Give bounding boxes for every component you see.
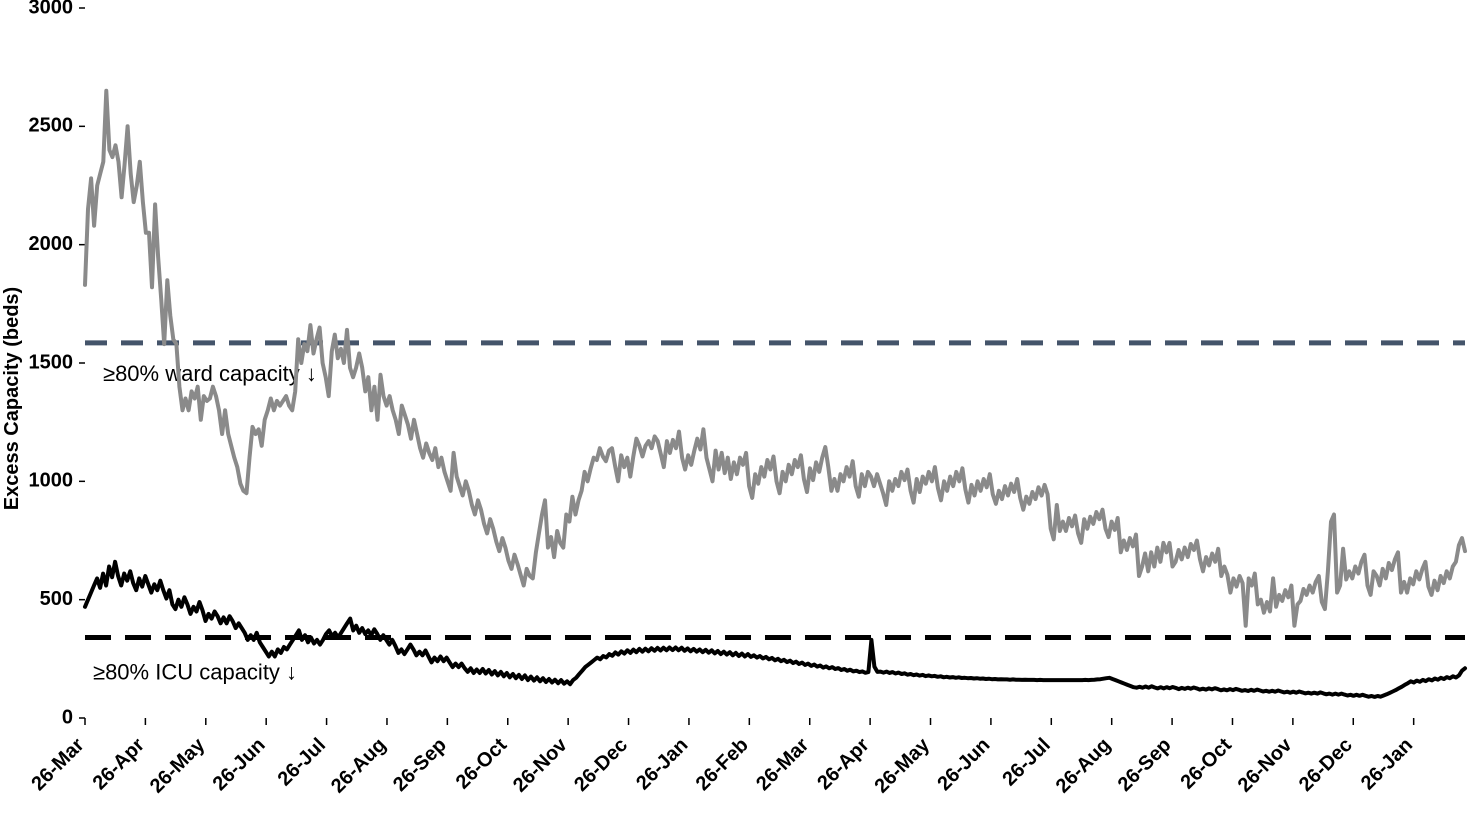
x-tick-label: 26-Dec — [1295, 734, 1357, 796]
x-tick-label: 26-Jun — [209, 734, 270, 795]
icu-capacity-threshold-label: ≥80% ICU capacity ↓ — [93, 660, 297, 685]
ward-capacity-threshold-label: ≥80% ward capacity ↓ — [103, 361, 317, 386]
x-tick-label: 26-Apr — [89, 734, 150, 795]
y-tick-label: 1000 — [29, 470, 74, 492]
y-tick-label: 1500 — [29, 351, 74, 373]
x-tick-label: 26-Sep — [1114, 734, 1176, 796]
y-tick-label: 500 — [40, 588, 73, 610]
excess-capacity-chart: 0 500 1000 1500 2000 2500 3000 Excess Capacity … — [0, 0, 1473, 823]
x-tick-label: 26-Jan — [1357, 734, 1417, 794]
x-tick-label: 26-Oct — [1176, 734, 1236, 794]
y-tick-label: 0 — [62, 706, 73, 728]
x-tick-label: 26-Aug — [1052, 734, 1115, 797]
x-tick-label: 26-Jun — [933, 734, 994, 795]
x-tick-label: 26-Sep — [389, 734, 451, 796]
x-tick-label: 26-Oct — [452, 734, 512, 794]
x-tick-label: 26-Apr — [813, 734, 874, 795]
y-axis-title: Excess Capacity (beds) — [1, 287, 23, 510]
x-tick-label: 26-May — [871, 733, 935, 797]
x-tick-label: 26-Feb — [692, 734, 753, 795]
x-tick-label: 26-Jan — [632, 734, 692, 794]
x-tick-label: 26-Jul — [998, 734, 1054, 790]
x-tick-label: 26-Dec — [570, 734, 632, 796]
x-tick-label: 26-Nov — [1234, 733, 1297, 796]
chart-svg: 0 500 1000 1500 2000 2500 3000 Excess Capacity … — [0, 0, 1473, 823]
y-tick-label: 2000 — [29, 233, 74, 255]
x-tick-label: 26-Nov — [509, 733, 572, 796]
ward-excess-capacity-line — [85, 91, 1465, 626]
x-tick-label: 26-Mar — [27, 734, 88, 795]
x-tick-label: 26-Aug — [327, 734, 390, 797]
y-tick-label: 3000 — [29, 0, 74, 18]
x-tick-label: 26-May — [146, 733, 210, 797]
y-tick-label: 2500 — [29, 115, 74, 137]
x-tick-label: 26-Jul — [274, 734, 330, 790]
x-tick-label: 26-Mar — [752, 734, 813, 795]
